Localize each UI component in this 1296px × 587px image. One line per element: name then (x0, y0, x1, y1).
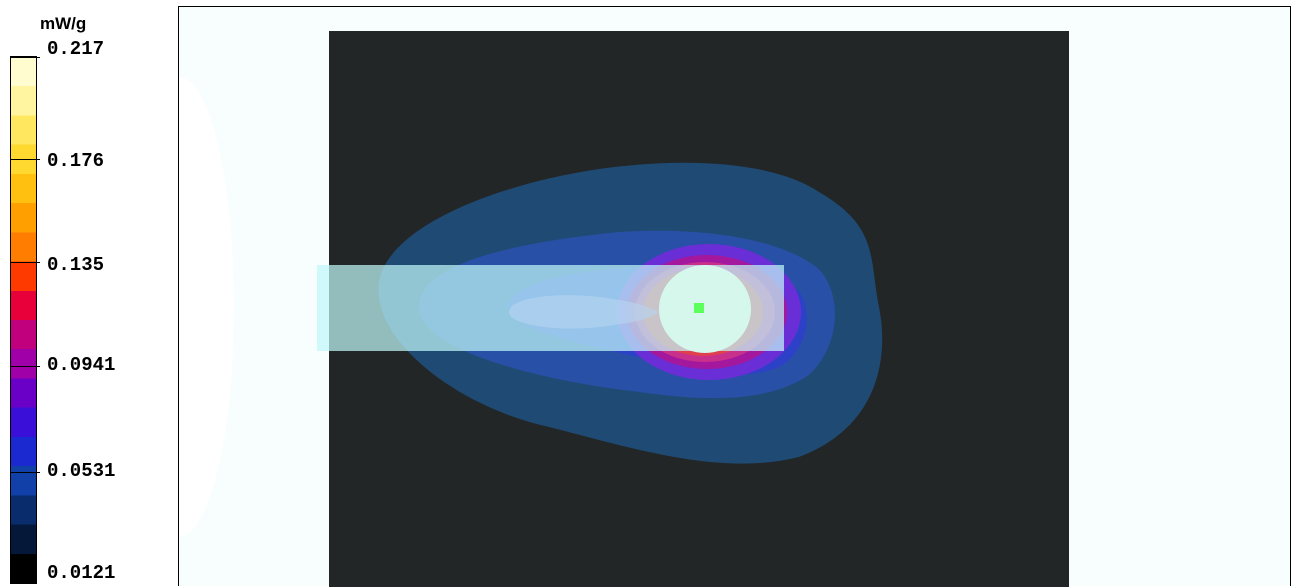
left-edge-field (179, 77, 234, 537)
legend-tick-label: 0.217 (47, 38, 105, 60)
legend-unit: mW/g (40, 14, 87, 33)
legend-tick-line (10, 472, 40, 473)
peak-center-marker (694, 303, 704, 313)
legend-tick-line (10, 262, 40, 263)
legend-tick-label: 0.0531 (47, 460, 116, 482)
legend-tick-label: 0.0121 (47, 562, 116, 584)
sar-peak-core (659, 265, 751, 353)
legend-tick-label: 0.176 (47, 150, 105, 172)
field-extension-lobe (509, 295, 659, 329)
sar-plot (179, 31, 1069, 587)
color-legend: mW/g 0.217 0.176 0.135 0.0941 0.0531 0.0… (0, 0, 178, 586)
legend-tick-line (10, 366, 40, 367)
legend-tick-line (10, 159, 40, 160)
legend-tick-label: 0.0941 (47, 354, 116, 376)
plot-frame (178, 6, 1291, 587)
legend-tick-line (10, 57, 40, 58)
legend-tick-label: 0.135 (47, 254, 105, 276)
legend-color-bar (10, 56, 37, 584)
